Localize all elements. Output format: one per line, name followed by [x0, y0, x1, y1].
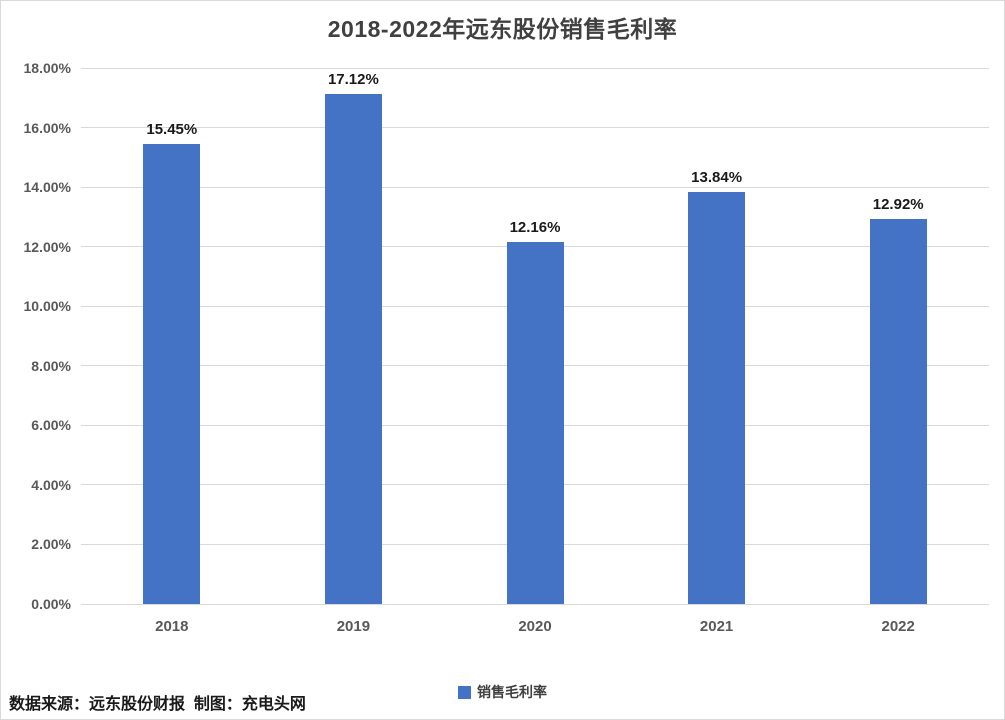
y-axis-tick-label: 14.00% [23, 179, 71, 196]
x-axis-tick-label: 2021 [699, 618, 734, 635]
y-axis-tick-label: 6.00% [31, 417, 71, 434]
bar-value-label: 12.92% [872, 196, 924, 214]
y-axis-tick-label: 8.00% [31, 357, 71, 374]
x-axis-tick-label: 2018 [155, 618, 189, 635]
bar-2022 [869, 219, 927, 604]
y-axis-tick-label: 18.00% [23, 60, 71, 76]
bar-2020 [506, 241, 564, 604]
gridline [81, 603, 989, 605]
x-axis-tick-label: 2020 [518, 618, 552, 635]
plot-area: 15.45% 17.12% 12.16% 13.84% 12.92% [81, 67, 989, 605]
bar-value-label: 13.84% [691, 168, 743, 186]
gridline [81, 127, 989, 129]
chart-title: 2018-2022年远东股份销售毛利率 [327, 16, 678, 42]
x-axis: 2018 2019 2020 2021 2022 [81, 615, 989, 639]
gridline [81, 67, 989, 69]
legend: 销售毛利率 [1, 682, 1004, 702]
y-axis-tick-label: 2.00% [31, 536, 71, 553]
bar-2019 [324, 94, 382, 604]
y-axis-tick-label: 0.00% [31, 596, 71, 612]
x-axis-tick-label: 2019 [336, 618, 371, 635]
legend-marker-icon [458, 685, 471, 699]
y-axis-tick-label: 10.00% [23, 298, 71, 315]
gridline [81, 186, 989, 188]
bar-2021 [688, 191, 746, 604]
y-axis: 0.00% 2.00% 4.00% 6.00% 8.00% 10.00% 12.00% 14.… [1, 60, 71, 612]
legend-label: 销售毛利率 [477, 684, 547, 700]
y-axis-tick-label: 12.00% [23, 238, 71, 255]
source-note: 数据来源：远东股份财报 制图：充电头网 [9, 696, 306, 713]
bar-value-label: 15.45% [146, 120, 198, 138]
y-axis-tick-label: 4.00% [31, 476, 71, 493]
x-axis-tick-label: 2022 [881, 618, 915, 635]
bar-2018 [143, 143, 201, 604]
bar-value-label: 12.16% [509, 218, 561, 236]
y-axis-tick-label: 16.00% [23, 119, 71, 136]
bar-value-label: 17.12% [327, 71, 379, 89]
